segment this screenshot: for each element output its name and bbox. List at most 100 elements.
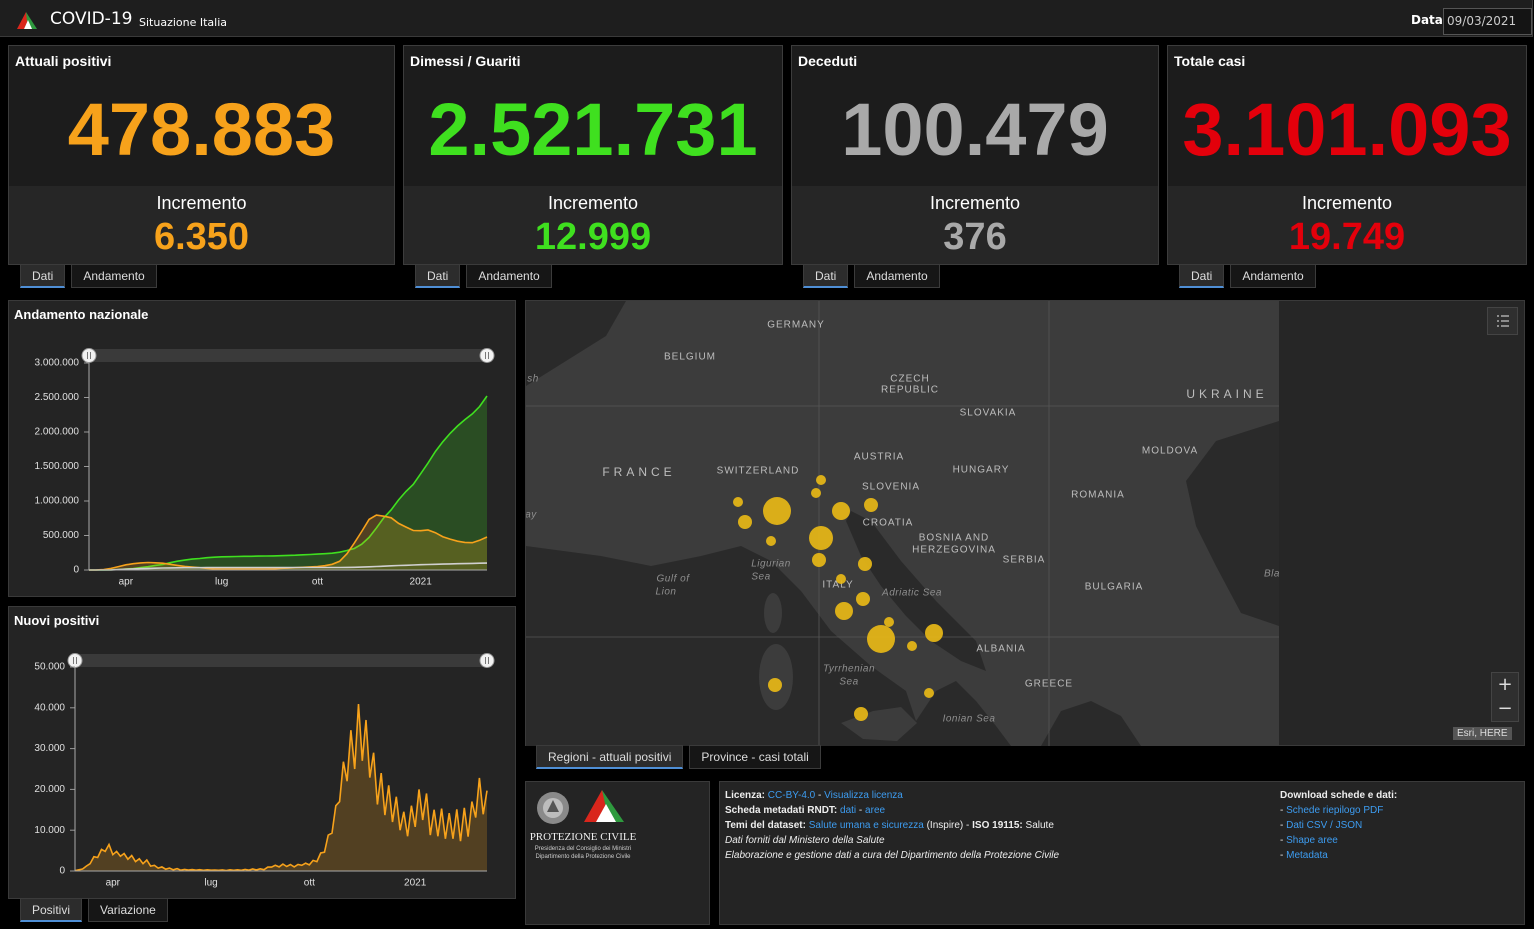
text: Licenza:	[725, 790, 768, 801]
region-bubble[interactable]	[809, 526, 833, 550]
link[interactable]: dati	[840, 805, 857, 816]
region-bubble[interactable]	[835, 602, 853, 620]
legend-button[interactable]	[1487, 307, 1518, 335]
tab[interactable]: Andamento	[466, 264, 552, 288]
y-tick-label: 0	[59, 866, 65, 877]
region-bubble[interactable]	[854, 707, 868, 721]
download-item: - Schede riepilogo PDF	[1280, 803, 1520, 818]
region-bubble[interactable]	[907, 641, 917, 651]
zoom-in[interactable]: +	[1497, 674, 1513, 695]
slider-handle[interactable]	[67, 653, 83, 668]
text: Scheda metadati RNDT:	[725, 805, 841, 816]
region-bubble[interactable]	[925, 624, 943, 642]
region-bubble[interactable]	[867, 625, 895, 653]
country-label: SERBIA	[1003, 555, 1046, 566]
zoom-control: + −	[1491, 672, 1519, 722]
tab[interactable]: Dati	[415, 264, 461, 288]
region-bubble[interactable]	[763, 497, 791, 525]
link[interactable]: Shape aree	[1286, 835, 1338, 846]
card-increment: Incremento 12.999	[404, 186, 782, 264]
zoom-out[interactable]: −	[1497, 698, 1513, 719]
tab[interactable]: Andamento	[1230, 264, 1316, 288]
tab[interactable]: Andamento	[854, 264, 940, 288]
text: -	[1280, 835, 1287, 846]
region-bubble[interactable]	[884, 617, 894, 627]
tab[interactable]: Province - casi totali	[689, 745, 821, 769]
card-title: Dimessi / Guariti	[410, 53, 521, 69]
country-label: GERMANY	[767, 320, 825, 331]
region-bubble[interactable]	[832, 502, 850, 520]
sea-label: Adriatic Sea	[881, 588, 942, 599]
country-label: SLOVAKIA	[960, 408, 1017, 419]
tab-bar: Dati Andamento	[20, 264, 157, 288]
link[interactable]: aree	[865, 805, 886, 816]
tab[interactable]: Dati	[803, 264, 849, 288]
sea-label: sh	[527, 374, 539, 385]
y-tick-label: 500.000	[43, 530, 80, 541]
region-bubble[interactable]	[811, 488, 821, 498]
region-bubble[interactable]	[738, 515, 752, 529]
increment-value: 12.999	[534, 216, 652, 258]
date-input[interactable]: 09/03/2021	[1443, 8, 1532, 35]
region-bubble[interactable]	[858, 557, 872, 571]
chart-panel: 0 500.000 1.000.000 1.500.000 2.000.000 2.500…	[8, 300, 516, 597]
region-bubble[interactable]	[766, 536, 776, 546]
series-line	[89, 395, 488, 571]
header-bar: COVID-19 Situazione Italia Data 09/03/20…	[0, 0, 1533, 37]
region-bubble[interactable]	[864, 498, 878, 512]
region-bubble[interactable]	[812, 553, 826, 567]
tab[interactable]: Andamento	[71, 264, 157, 288]
tab[interactable]: Dati	[1179, 264, 1225, 288]
sea-label: Ionian Sea	[943, 714, 996, 725]
app-title: COVID-19	[50, 9, 133, 29]
island	[764, 593, 782, 633]
link[interactable]: Dati CSV / JSON	[1286, 820, 1363, 831]
increment-label: Incremento	[156, 193, 247, 213]
link[interactable]: Schede riepilogo PDF	[1286, 805, 1384, 816]
logo-name: PROTEZIONE CIVILE	[529, 831, 637, 843]
region-bubble[interactable]	[768, 678, 782, 692]
link[interactable]: CC-BY-4.0	[767, 790, 816, 801]
country-label: ITALY	[822, 580, 853, 591]
y-tick-label: 2.500.000	[35, 392, 80, 403]
tab[interactable]: Regioni - attuali positivi	[536, 745, 684, 769]
area-fill	[75, 704, 487, 871]
country-label: BOSNIA AND	[919, 533, 990, 544]
card-value: 2.521.731	[428, 88, 758, 171]
tab[interactable]: Dati	[20, 264, 66, 288]
text: Temi del dataset:	[725, 820, 809, 831]
region-bubble[interactable]	[924, 688, 934, 698]
info-panel	[719, 781, 1525, 925]
region-bubble[interactable]	[733, 497, 743, 507]
link[interactable]: Visualizza licenza	[824, 790, 903, 801]
country-label: BELGIUM	[664, 352, 716, 363]
tab[interactable]: Variazione	[88, 898, 168, 922]
logo-panel	[525, 781, 710, 925]
range-slider[interactable]	[75, 654, 487, 667]
sea	[1186, 421, 1279, 626]
card-title: Attuali positivi	[15, 53, 112, 69]
x-tick-label: 2021	[404, 878, 427, 889]
country-label: HERZEGOVINA	[912, 545, 996, 556]
stat-card: Totale casi 3.101.093 Incremento 19.749	[1167, 45, 1527, 265]
sea	[526, 546, 1011, 746]
country-label: REPUBLIC	[881, 385, 939, 396]
slider-handle[interactable]	[81, 348, 97, 363]
country-label: CROATIA	[863, 518, 914, 529]
chart-title: Andamento nazionale	[14, 307, 149, 322]
slider-handle[interactable]	[479, 653, 495, 668]
x-tick-label: apr	[119, 577, 134, 588]
slider-handle[interactable]	[479, 348, 495, 363]
tab[interactable]: Positivi	[20, 898, 83, 922]
region-bubble[interactable]	[836, 574, 846, 584]
region-bubble[interactable]	[856, 592, 870, 606]
island	[841, 707, 917, 741]
increment-value: 19.749	[1288, 216, 1406, 258]
country-label: BULGARIA	[1085, 582, 1144, 593]
link[interactable]: Metadata	[1286, 850, 1328, 861]
region-bubble[interactable]	[816, 475, 826, 485]
link[interactable]: Salute umana e sicurezza	[808, 820, 924, 831]
range-slider[interactable]	[89, 349, 487, 362]
x-tick-label: 2021	[410, 577, 433, 588]
text: Dati forniti dal Ministero della Salute	[725, 835, 885, 846]
